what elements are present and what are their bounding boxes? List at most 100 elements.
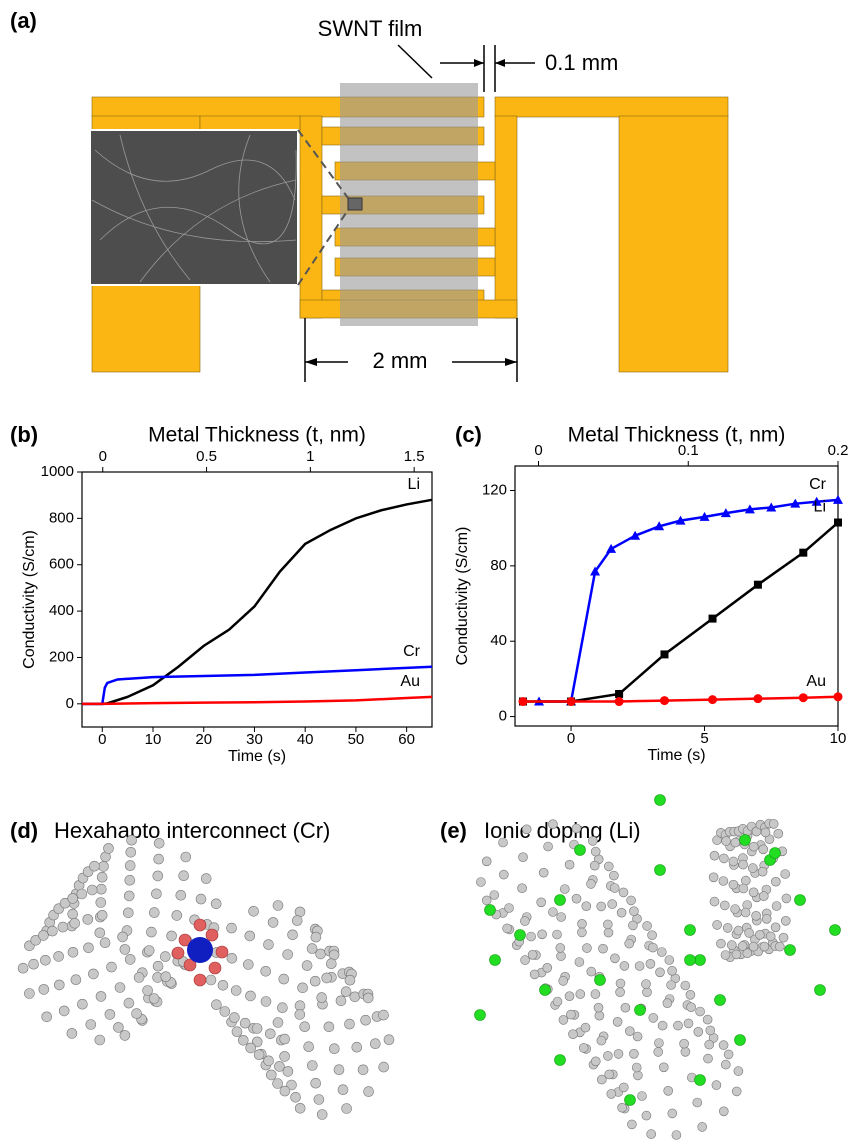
marker xyxy=(753,580,762,589)
atom xyxy=(328,1043,340,1054)
atom xyxy=(657,1020,668,1031)
marker xyxy=(606,543,617,553)
ion xyxy=(484,904,496,916)
marker xyxy=(811,496,822,506)
atom xyxy=(631,1062,642,1073)
atom xyxy=(680,980,691,991)
atom xyxy=(351,1041,363,1053)
atom xyxy=(575,989,586,999)
atom xyxy=(195,893,207,905)
zoom-lines xyxy=(297,129,349,286)
atom xyxy=(328,949,340,961)
x-tick-label: 0 xyxy=(567,730,575,747)
atom xyxy=(99,937,111,949)
panel-label: (c) xyxy=(455,422,482,447)
atom xyxy=(340,986,352,998)
atom xyxy=(67,908,78,920)
atom xyxy=(272,1078,283,1089)
width-dimension xyxy=(304,318,518,382)
y-tick-label: 200 xyxy=(49,648,74,665)
atom xyxy=(646,1129,657,1139)
atom xyxy=(96,883,107,895)
atom xyxy=(279,1033,291,1045)
atom xyxy=(673,1020,683,1031)
atom xyxy=(733,1066,744,1076)
atom xyxy=(274,1061,285,1072)
atom xyxy=(771,901,782,911)
atom xyxy=(369,1038,381,1049)
atom xyxy=(193,973,207,987)
marker xyxy=(766,502,777,512)
atom xyxy=(624,1026,635,1036)
atom xyxy=(529,969,540,980)
atom xyxy=(286,1079,297,1091)
series-line xyxy=(539,498,839,703)
atom xyxy=(730,837,741,848)
atom xyxy=(341,1103,352,1114)
atom xyxy=(740,907,751,918)
atom xyxy=(142,985,153,996)
atom xyxy=(294,1103,306,1114)
atom xyxy=(357,1064,369,1076)
atom xyxy=(757,866,768,877)
atom xyxy=(260,996,272,1007)
atom xyxy=(208,961,222,975)
atom xyxy=(577,918,587,929)
atom xyxy=(125,846,137,858)
y-tick-label: 800 xyxy=(49,509,74,526)
marker xyxy=(566,697,576,707)
ion xyxy=(684,954,696,966)
atom xyxy=(294,1000,306,1012)
atom xyxy=(248,905,259,917)
chart: (b) Metal Thickness (t, nm) Time (s) Conduc… xyxy=(10,422,433,765)
atom xyxy=(556,912,567,922)
atom xyxy=(586,966,597,977)
atom xyxy=(171,946,185,960)
atom xyxy=(57,921,69,933)
marker xyxy=(660,650,669,659)
atom xyxy=(489,890,500,900)
atom xyxy=(695,1006,705,1017)
atom xyxy=(94,927,106,939)
atom xyxy=(180,851,192,863)
atom xyxy=(310,931,322,943)
atom xyxy=(624,938,635,949)
atom xyxy=(88,968,99,980)
atom xyxy=(239,1017,251,1029)
sem-texture xyxy=(91,134,297,283)
atom xyxy=(693,1027,704,1037)
atom xyxy=(38,984,50,995)
atom xyxy=(596,1035,607,1046)
atom xyxy=(38,930,49,941)
atom xyxy=(297,982,308,994)
x-tick-label: 60 xyxy=(398,731,415,748)
atom xyxy=(765,931,776,942)
gap-arrows xyxy=(474,59,505,67)
marker xyxy=(630,530,641,540)
atom xyxy=(294,1009,306,1020)
atom xyxy=(685,989,696,1000)
atom xyxy=(618,1082,629,1093)
atom xyxy=(609,883,620,893)
atom xyxy=(30,934,42,946)
marker xyxy=(518,697,528,707)
atom xyxy=(520,916,530,926)
atom xyxy=(517,883,527,894)
atom xyxy=(758,844,769,855)
atom xyxy=(536,897,547,908)
atom xyxy=(325,958,337,970)
atom xyxy=(309,975,321,987)
atom xyxy=(703,1053,713,1064)
atom xyxy=(267,917,279,928)
atom xyxy=(153,853,164,865)
ion xyxy=(694,1074,706,1086)
sem-image xyxy=(89,129,299,286)
atom xyxy=(217,979,229,991)
atom xyxy=(603,1051,613,1061)
atom xyxy=(664,955,675,965)
atom xyxy=(542,962,553,973)
atom xyxy=(378,1009,389,1021)
atom xyxy=(604,1069,615,1080)
atom xyxy=(719,853,729,864)
atom xyxy=(476,877,486,887)
